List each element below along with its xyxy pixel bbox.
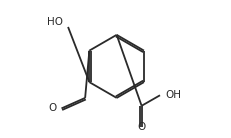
Text: O: O — [48, 103, 56, 113]
Text: O: O — [137, 122, 145, 132]
Text: HO: HO — [47, 17, 63, 27]
Text: OH: OH — [164, 90, 180, 100]
